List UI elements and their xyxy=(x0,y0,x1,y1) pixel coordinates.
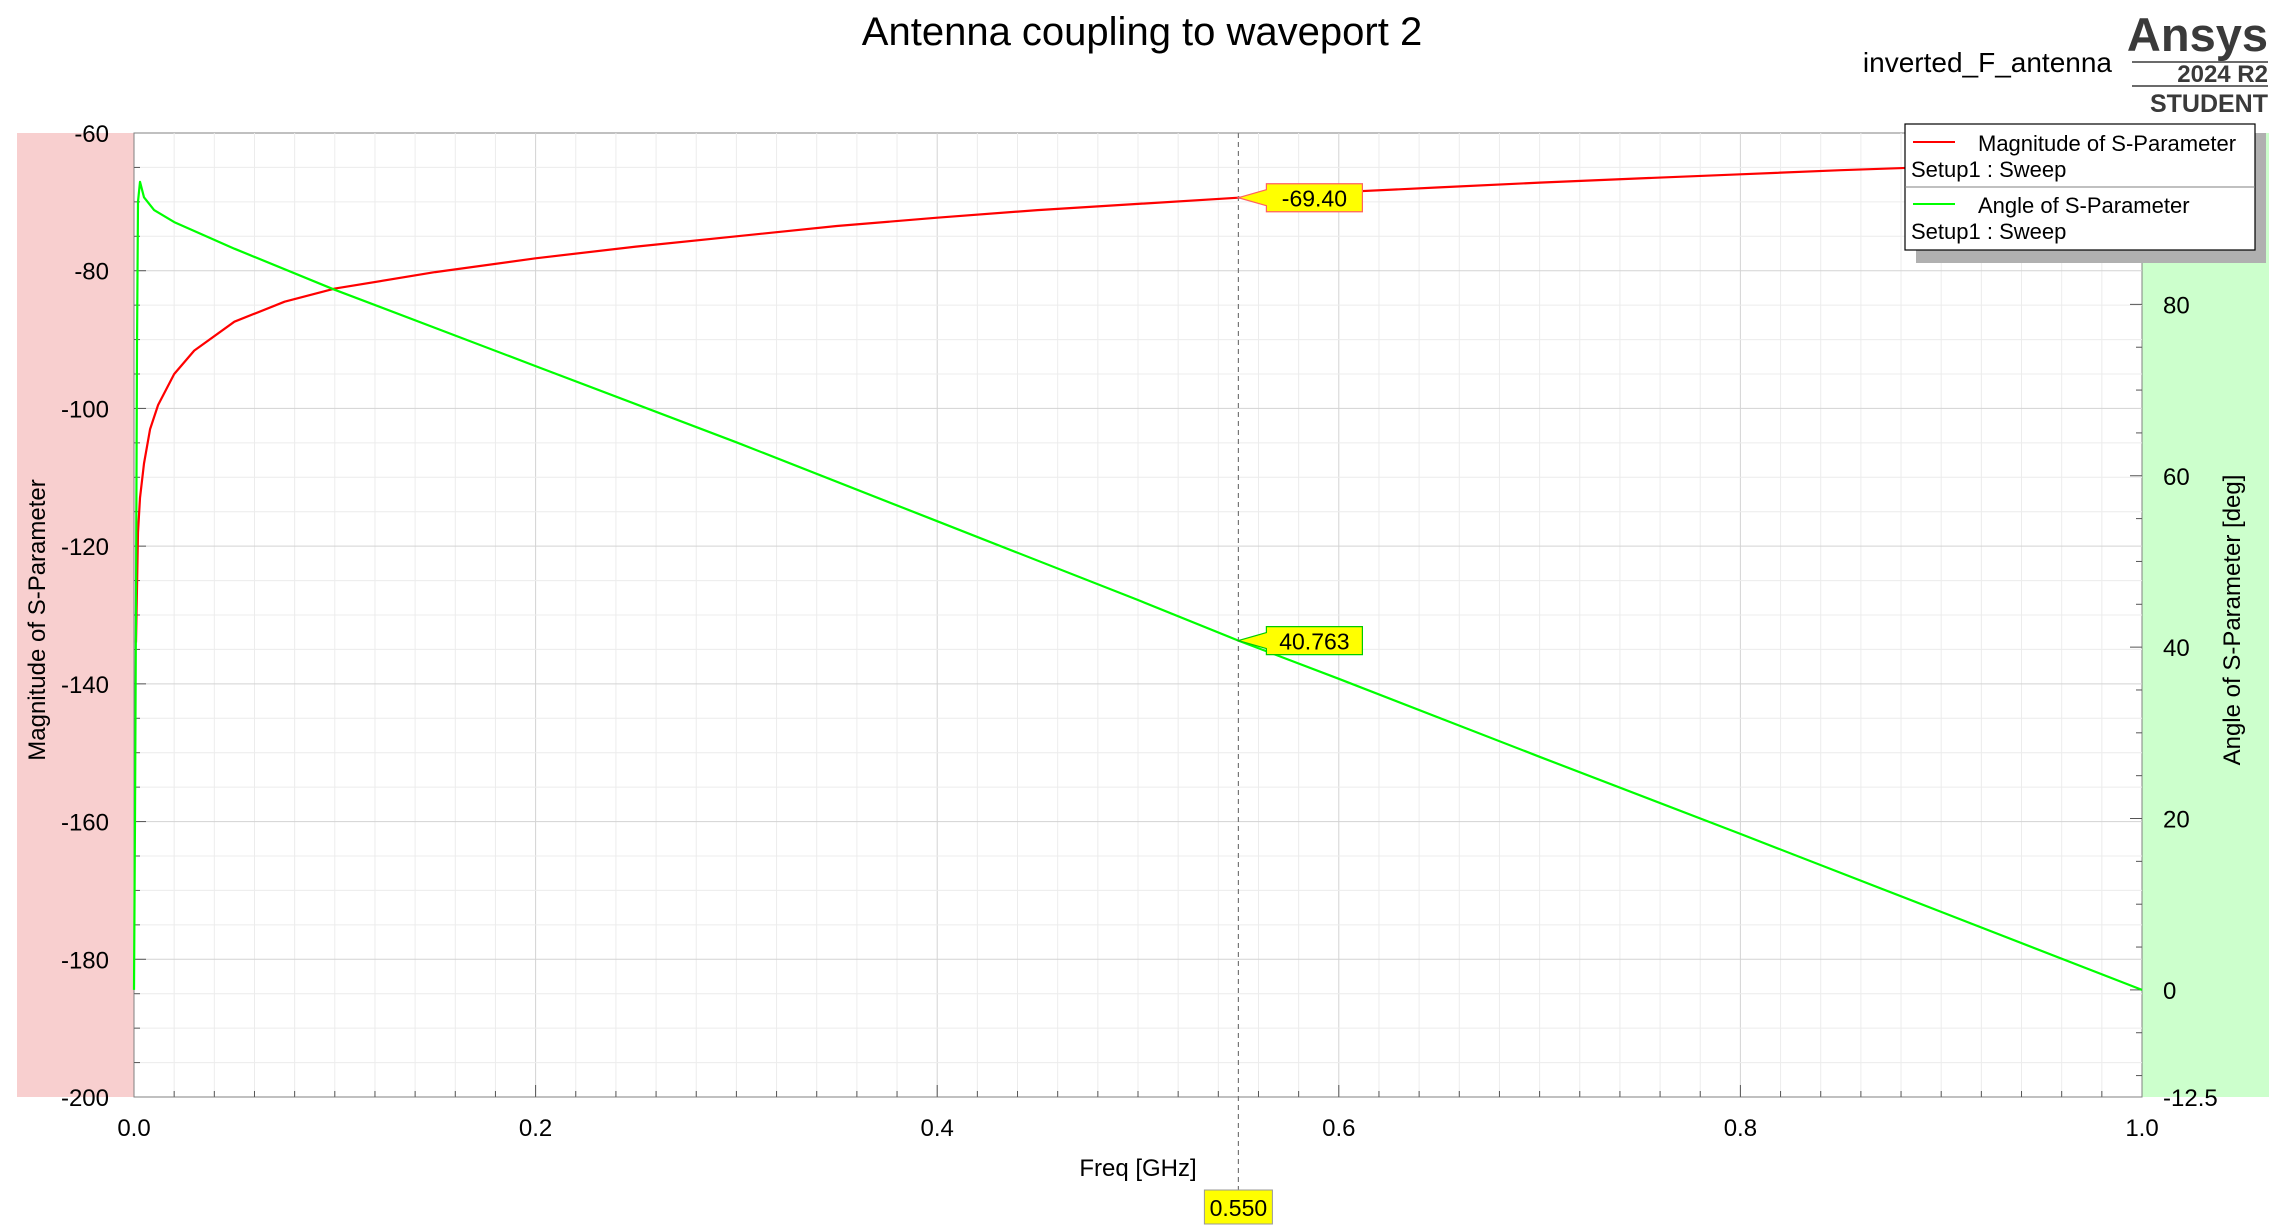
chart-title: Antenna coupling to waveport 2 xyxy=(862,10,1422,54)
x-tick-label: 0.6 xyxy=(1322,1115,1355,1142)
legend[interactable]: Magnitude of S-Parameter Setup1 : Sweep … xyxy=(1904,123,2266,263)
y-tick-label: -180 xyxy=(61,947,109,974)
x-tick-label: 0.8 xyxy=(1724,1115,1757,1142)
y-tick-label: -200 xyxy=(61,1085,109,1112)
y2-tick-label: 80 xyxy=(2163,292,2190,319)
grid xyxy=(134,133,2142,1097)
brand-version: 2024 R2 xyxy=(2177,61,2268,88)
y-tick-label: -60 xyxy=(74,121,109,148)
x-tick-label: 0.0 xyxy=(117,1115,150,1142)
magnitude-marker-callout xyxy=(1236,183,1363,213)
y-axis-label: Magnitude of S-Parameter xyxy=(24,479,51,760)
brand-name: Ansys xyxy=(2127,8,2268,61)
angle-series-line xyxy=(132,180,2143,991)
y2-tick-label: 60 xyxy=(2163,464,2190,491)
angle-marker-value: 40.763 xyxy=(1279,629,1349,655)
y-tick-label: -160 xyxy=(61,810,109,837)
right-axis-band xyxy=(2142,133,2269,1097)
ansys-logo: Ansys 2024 R2 STUDENT xyxy=(2127,8,2268,118)
y2-tick-label: -12.5 xyxy=(2163,1085,2218,1112)
angle-marker-callout xyxy=(1236,625,1363,656)
x-axis-label: Freq [GHz] xyxy=(1079,1155,1196,1182)
y-tick-label: -120 xyxy=(61,534,109,561)
legend-label-angle: Angle of S-Parameter xyxy=(1978,193,2190,218)
x-tick-label: 1.0 xyxy=(2125,1115,2158,1142)
markers: 0.550 -69.40 40.763 xyxy=(1203,133,1363,1225)
project-name: inverted_F_antenna xyxy=(1863,47,2113,78)
x-tick-label: 0.4 xyxy=(921,1115,954,1142)
left-axis-band xyxy=(17,133,134,1097)
y2-tick-label: 0 xyxy=(2163,978,2176,1005)
magnitude-series-line xyxy=(134,159,2143,643)
legend-sub-angle: Setup1 : Sweep xyxy=(1911,219,2066,244)
y-tick-label: -80 xyxy=(74,259,109,286)
magnitude-marker-value: -69.40 xyxy=(1282,186,1347,212)
y2-tick-label: 40 xyxy=(2163,635,2190,662)
legend-label-magnitude: Magnitude of S-Parameter xyxy=(1978,131,2236,156)
marker-x-label-box xyxy=(1203,1189,1273,1225)
y2-tick-label: 20 xyxy=(2163,807,2190,834)
y-tick-label: -140 xyxy=(61,672,109,699)
y2-axis-label: Angle of S-Parameter [deg] xyxy=(2219,475,2246,766)
tick-labels: 0.0 0.2 0.4 0.6 0.8 1.0 -60 -80 -100 -120 -140 -160… xyxy=(61,121,2218,1142)
marker-x-label: 0.550 xyxy=(1210,1195,1268,1221)
series-lines xyxy=(132,159,2143,991)
legend-sub-magnitude: Setup1 : Sweep xyxy=(1911,157,2066,182)
brand-edition: STUDENT xyxy=(2150,90,2268,118)
x-tick-label: 0.2 xyxy=(519,1115,552,1142)
y-tick-label: -100 xyxy=(61,396,109,423)
